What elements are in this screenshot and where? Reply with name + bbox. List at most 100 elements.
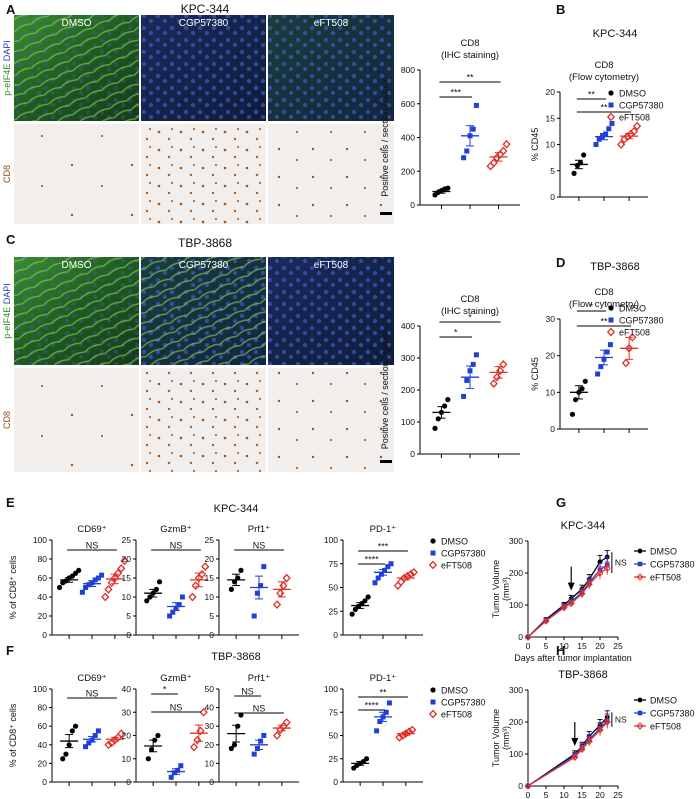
y-tick-label: 20 [122, 731, 132, 741]
data-point [524, 782, 532, 790]
data-point [486, 161, 495, 171]
data-point [279, 581, 288, 590]
panel-letter-G: G [556, 495, 566, 510]
panel-letter-C: C [6, 232, 16, 247]
data-point [276, 588, 285, 598]
y-tick-label: 50 [205, 684, 215, 694]
legend-label: DMSO [650, 696, 677, 706]
data-point [569, 411, 576, 417]
panel-D-title: TBP-3868 [590, 261, 640, 273]
y-tick-label: 60 [38, 573, 48, 583]
x-tick-label: 20 [595, 641, 605, 651]
panel-F-title: TBP-3868 [211, 651, 261, 663]
data-point [228, 745, 234, 752]
data-point [435, 416, 441, 422]
y-tick-label: 15 [122, 573, 132, 583]
chart-subtitle: (IHC staining) [441, 50, 499, 61]
significance-label: NS [253, 704, 266, 714]
column-label: eFT508 [314, 18, 349, 29]
data-point [461, 393, 467, 399]
significance-label: ** [600, 317, 608, 327]
y-tick-label: 50 [329, 731, 339, 741]
legend-label: CGP57380 [619, 101, 664, 111]
y-tick-label: 20 [546, 351, 556, 361]
y-tick-label: 0 [518, 781, 523, 791]
data-point [363, 756, 370, 762]
legend-label: CGP57380 [650, 709, 695, 719]
y-tick-label: 75 [329, 707, 339, 717]
significance-label: NS [241, 687, 254, 697]
data-point [499, 146, 508, 156]
legend-label: CGP57380 [441, 549, 486, 559]
ns-label: NS [615, 558, 627, 568]
legend-marker [637, 561, 643, 567]
significance-label: NS [170, 703, 183, 713]
legend-label: eFT508 [441, 561, 472, 571]
data-point [579, 386, 585, 392]
significance-label: NS [86, 689, 99, 699]
data-point [606, 126, 612, 132]
data-point [69, 728, 75, 734]
data-point [156, 579, 163, 585]
data-point [144, 598, 150, 604]
significance-label: NS [253, 541, 266, 551]
legend-marker [637, 548, 643, 554]
y-tick-label: 20 [546, 87, 556, 97]
data-point [79, 589, 85, 595]
data-point [120, 556, 129, 566]
y-tick-label: 400 [401, 133, 415, 143]
data-point [393, 581, 402, 590]
y-tick-label: 300 [509, 536, 523, 546]
data-point [473, 102, 479, 108]
y-tick-label: 40 [122, 684, 132, 694]
y-tick-label: 100 [401, 417, 415, 427]
x-tick-label: 25 [613, 641, 623, 651]
data-point [238, 567, 244, 574]
y-tick-label: 30 [546, 314, 556, 324]
panel-letter-D: D [556, 255, 565, 270]
series-line [527, 721, 608, 787]
x-axis-label: Days after tumor implantation [514, 653, 632, 663]
series-line [527, 556, 608, 638]
data-point [524, 633, 532, 641]
y-tick-label: 0 [209, 777, 214, 787]
legend-label: eFT508 [650, 573, 681, 583]
data-point [170, 609, 176, 615]
data-point [101, 592, 110, 602]
panel-letter-H: H [556, 643, 565, 658]
data-point [168, 774, 174, 780]
significance-label: * [590, 302, 594, 312]
data-point [470, 126, 476, 132]
x-tick-label: 15 [577, 790, 587, 799]
data-point [282, 573, 291, 583]
y-tick-label: 600 [401, 99, 415, 109]
y-tick-label: 25 [329, 606, 339, 616]
data-point [578, 745, 586, 754]
y-tick-label: 200 [401, 166, 415, 176]
data-point [489, 158, 498, 168]
y-axis-label: % CD45 [530, 357, 540, 391]
y-tick-label: 80 [38, 703, 48, 713]
series-line [527, 716, 608, 787]
y-tick-label: 40 [38, 592, 48, 602]
data-point [502, 139, 511, 149]
data-point [155, 732, 161, 739]
data-point [193, 735, 202, 745]
y-tick-label: 100 [509, 749, 523, 759]
legend-label: eFT508 [619, 113, 650, 123]
data-point [398, 731, 407, 740]
significance-label: *** [378, 542, 389, 552]
legend-marker [430, 550, 436, 556]
y-tick-label: 40 [205, 703, 215, 713]
data-point [258, 738, 264, 744]
legend-marker [430, 687, 436, 693]
y-tick-label: 75 [329, 559, 339, 569]
data-point [400, 573, 409, 583]
y-tick-label: 25 [122, 535, 132, 545]
data-point [179, 594, 185, 600]
